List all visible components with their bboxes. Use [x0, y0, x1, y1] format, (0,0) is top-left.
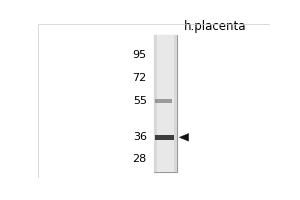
Text: 36: 36 [133, 132, 147, 142]
Bar [157, 35, 173, 172]
Bar [154, 35, 177, 172]
Bar [154, 35, 157, 172]
Bar [155, 135, 173, 140]
Text: 55: 55 [133, 96, 147, 106]
Text: 72: 72 [133, 73, 147, 83]
Text: h.placenta: h.placenta [184, 20, 247, 33]
Text: 28: 28 [133, 154, 147, 164]
Bar [155, 99, 172, 103]
Bar [173, 35, 177, 172]
Polygon shape [179, 133, 189, 141]
Text: 95: 95 [133, 50, 147, 60]
